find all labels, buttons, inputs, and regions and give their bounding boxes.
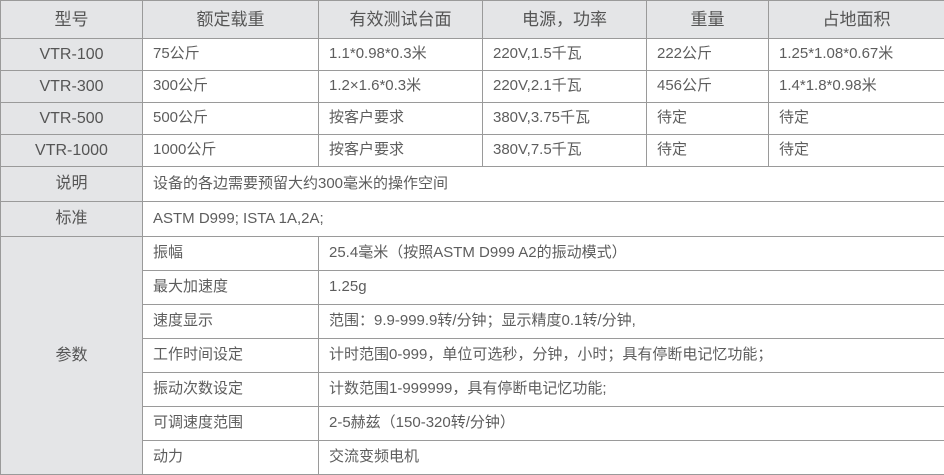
parameter-name: 振幅: [143, 237, 319, 271]
cell-model: VTR-500: [1, 103, 143, 135]
cell-power: 380V,7.5千瓦: [483, 135, 647, 167]
cell-model: VTR-1000: [1, 135, 143, 167]
cell-weight: 待定: [647, 103, 769, 135]
parameter-row: 参数 振幅 25.4毫米（按照ASTM D999 A2的振动模式）: [1, 237, 944, 271]
column-header-weight: 重量: [647, 1, 769, 39]
parameter-value: 范围：9.9-999.9转/分钟；显示精度0.1转/分钟,: [319, 305, 944, 339]
parameter-value: 交流变频电机: [319, 441, 944, 475]
parameter-name: 速度显示: [143, 305, 319, 339]
standard-row: 标准 ASTM D999; ISTA 1A,2A;: [1, 202, 944, 237]
cell-note-value: 设备的各边需要预留大约300毫米的操作空间: [143, 167, 944, 202]
row-label-note: 说明: [1, 167, 143, 202]
parameter-row: 振动次数设定 计数范围1-999999，具有停断电记忆功能;: [1, 373, 944, 407]
cell-load: 500公斤: [143, 103, 319, 135]
cell-power: 220V,2.1千瓦: [483, 71, 647, 103]
table-row: VTR-300 300公斤 1.2×1.6*0.3米 220V,2.1千瓦 45…: [1, 71, 944, 103]
cell-surface: 按客户要求: [319, 135, 483, 167]
parameter-row: 可调速度范围 2-5赫兹（150-320转/分钟）: [1, 407, 944, 441]
parameter-value: 计时范围0-999，单位可选秒，分钟，小时；具有停断电记忆功能；: [319, 339, 944, 373]
cell-weight: 待定: [647, 135, 769, 167]
parameter-row: 最大加速度 1.25g: [1, 271, 944, 305]
cell-model: VTR-300: [1, 71, 143, 103]
cell-surface: 1.1*0.98*0.3米: [319, 39, 483, 71]
column-header-power: 电源，功率: [483, 1, 647, 39]
cell-load: 75公斤: [143, 39, 319, 71]
table-row: VTR-100 75公斤 1.1*0.98*0.3米 220V,1.5千瓦 22…: [1, 39, 944, 71]
column-header-model: 型号: [1, 1, 143, 39]
cell-power: 220V,1.5千瓦: [483, 39, 647, 71]
cell-model: VTR-100: [1, 39, 143, 71]
cell-footprint: 1.25*1.08*0.67米: [769, 39, 944, 71]
table-header-row: 型号 额定载重 有效测试台面 电源，功率 重量 占地面积: [1, 1, 944, 39]
parameter-value: 25.4毫米（按照ASTM D999 A2的振动模式）: [319, 237, 944, 271]
row-label-standard: 标准: [1, 202, 143, 237]
cell-standard-value: ASTM D999; ISTA 1A,2A;: [143, 202, 944, 237]
parameter-value: 1.25g: [319, 271, 944, 305]
parameter-value: 计数范围1-999999，具有停断电记忆功能;: [319, 373, 944, 407]
parameter-row: 动力 交流变频电机: [1, 441, 944, 475]
note-row: 说明 设备的各边需要预留大约300毫米的操作空间: [1, 167, 944, 202]
cell-footprint: 待定: [769, 103, 944, 135]
parameter-value: 2-5赫兹（150-320转/分钟）: [319, 407, 944, 441]
parameter-name: 振动次数设定: [143, 373, 319, 407]
cell-load: 1000公斤: [143, 135, 319, 167]
parameter-name: 最大加速度: [143, 271, 319, 305]
cell-load: 300公斤: [143, 71, 319, 103]
cell-surface: 按客户要求: [319, 103, 483, 135]
table-row: VTR-1000 1000公斤 按客户要求 380V,7.5千瓦 待定 待定: [1, 135, 944, 167]
cell-power: 380V,3.75千瓦: [483, 103, 647, 135]
cell-footprint: 1.4*1.8*0.98米: [769, 71, 944, 103]
parameter-row: 工作时间设定 计时范围0-999，单位可选秒，分钟，小时；具有停断电记忆功能；: [1, 339, 944, 373]
parameter-row: 速度显示 范围：9.9-999.9转/分钟；显示精度0.1转/分钟,: [1, 305, 944, 339]
column-header-surface: 有效测试台面: [319, 1, 483, 39]
parameter-name: 动力: [143, 441, 319, 475]
parameter-name: 可调速度范围: [143, 407, 319, 441]
cell-weight: 222公斤: [647, 39, 769, 71]
column-header-load: 额定载重: [143, 1, 319, 39]
row-label-parameters: 参数: [1, 237, 143, 475]
cell-footprint: 待定: [769, 135, 944, 167]
column-header-footprint: 占地面积: [769, 1, 944, 39]
parameter-name: 工作时间设定: [143, 339, 319, 373]
table-row: VTR-500 500公斤 按客户要求 380V,3.75千瓦 待定 待定: [1, 103, 944, 135]
cell-surface: 1.2×1.6*0.3米: [319, 71, 483, 103]
cell-weight: 456公斤: [647, 71, 769, 103]
